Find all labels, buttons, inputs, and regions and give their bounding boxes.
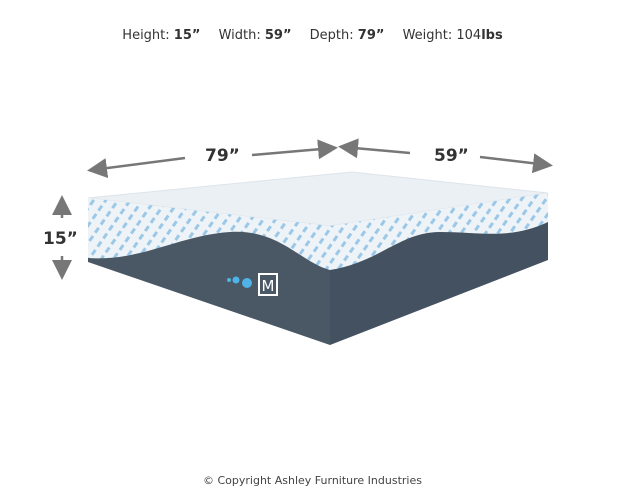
width-arrow-left: [338, 138, 411, 159]
depth-arrow-right: [251, 139, 338, 160]
depth-arrow-left: [87, 156, 186, 178]
mattress-base-left: [88, 231, 330, 345]
height-label: 15”: [43, 229, 78, 249]
depth-label: 79”: [205, 146, 240, 166]
width-arrow-right: [479, 153, 553, 174]
spec-weight: Weight: 104lbs: [402, 28, 503, 43]
spec-height: Height: 15”: [122, 28, 201, 43]
width-label: 59”: [434, 146, 469, 166]
copyright: © Copyright Ashley Furniture Industries: [203, 474, 422, 487]
spec-depth: Depth: 79”: [309, 28, 385, 43]
spec-width: Width: 59”: [218, 28, 292, 43]
logo-letter: M: [262, 277, 275, 295]
mattress-base-right: [330, 222, 548, 345]
snowflake-icon: [227, 276, 252, 288]
logo-box: [258, 273, 278, 296]
specs-line: Height: 15” Width: 59” Depth: 79” Weight…: [0, 28, 625, 43]
